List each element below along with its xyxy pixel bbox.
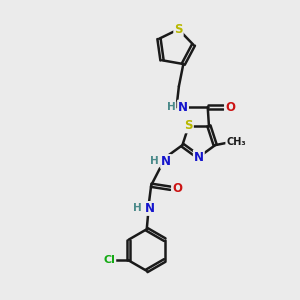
Text: S: S (174, 23, 183, 36)
Text: N: N (145, 202, 155, 215)
Text: O: O (172, 182, 182, 195)
Text: Cl: Cl (103, 256, 115, 266)
Text: H: H (167, 102, 176, 112)
Text: H: H (150, 157, 159, 166)
Text: CH₃: CH₃ (226, 137, 246, 147)
Text: N: N (178, 100, 188, 114)
Text: N: N (161, 155, 171, 168)
Text: N: N (194, 151, 204, 164)
Text: O: O (225, 100, 235, 114)
Text: S: S (184, 119, 193, 132)
Text: H: H (134, 203, 142, 213)
